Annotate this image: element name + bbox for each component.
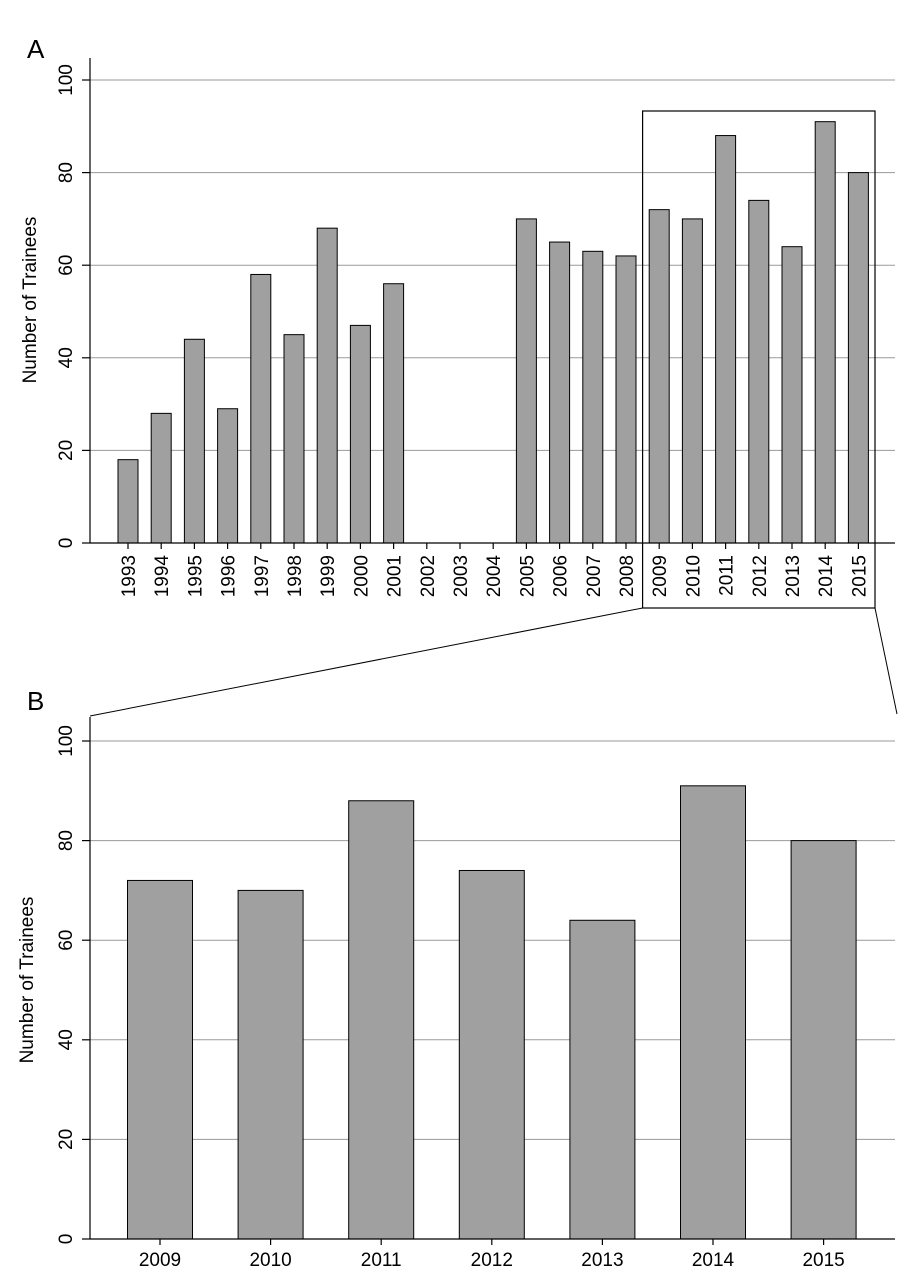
panel-a-bar xyxy=(183,338,205,544)
panel-b-y-tick-label: 100 xyxy=(56,725,77,757)
panel-a-bar xyxy=(150,412,172,544)
panel-a-bar xyxy=(349,324,371,544)
panel-a-x-tick-label: 2001 xyxy=(385,555,406,597)
panel-b-x-tick-label: 2010 xyxy=(249,1250,291,1271)
panel-b-bars xyxy=(127,785,857,1240)
panel-a-x-tick-label: 2007 xyxy=(584,555,605,597)
panel-a-x-tick-label: 2002 xyxy=(418,555,439,597)
panel-b-x-tick-labels: 2009 2010 2011 2012 2013 2014 2015 xyxy=(139,1250,845,1271)
panel-a-bar xyxy=(283,334,305,544)
panel-a-bar xyxy=(117,459,139,544)
panel-a-bar xyxy=(250,273,272,544)
panel-b-y-tick-label: 0 xyxy=(56,1234,77,1245)
panel-a-bar xyxy=(648,209,670,544)
panel-a-y-tick-label: 40 xyxy=(56,347,77,368)
panel-a-x-tick-label: 2015 xyxy=(849,555,870,597)
panel-a-x-tick-label: 1993 xyxy=(119,555,140,597)
panel-a-bar xyxy=(383,283,405,544)
zoom-connector-lines xyxy=(89,607,898,717)
panel-b-bar xyxy=(348,800,415,1240)
panel-b-bar xyxy=(569,919,636,1240)
panel-a-x-tick-label: 2006 xyxy=(551,555,572,597)
panel-a-x-tick-label: 1997 xyxy=(252,555,273,597)
panel-a-x-tick-labels: 1993 1994 1995 1996 1997 1998 1999 2000 2001 2002… xyxy=(119,555,870,598)
panel-a-x-tick-label: 1994 xyxy=(152,555,173,598)
panel-a-bar xyxy=(781,246,803,544)
panel-b-x-tick-label: 2015 xyxy=(802,1250,844,1271)
panel-b-bar xyxy=(790,840,857,1240)
panel-a-x-tick-label: 2003 xyxy=(451,555,472,597)
panel-a-x-tick-label: 2013 xyxy=(783,555,804,597)
panel-a-x-tick-label: 1999 xyxy=(318,555,339,597)
panel-letter-b: B xyxy=(27,686,44,716)
panel-a-y-axis-title: Number of Trainees xyxy=(20,217,41,384)
panel-b-y-tick-label: 80 xyxy=(56,830,77,851)
panel-a-bar xyxy=(316,227,338,544)
panel-b-x-tick-label: 2009 xyxy=(139,1250,181,1271)
panel-a-x-tick-label: 2012 xyxy=(750,555,771,597)
panel-a-x-tick-label: 2014 xyxy=(816,555,837,598)
zoom-connector-right xyxy=(874,607,898,715)
panel-a-x-tick-label: 2000 xyxy=(351,555,372,597)
panel-b-y-tick-label: 20 xyxy=(56,1129,77,1150)
panel-a-bar xyxy=(582,250,604,544)
panel-b-axes xyxy=(82,717,895,1245)
panel-a-x-tick-label: 2004 xyxy=(484,555,505,598)
panel-b-bar xyxy=(237,889,304,1240)
panel-a-highlight-box xyxy=(641,110,876,609)
panel-letter-a: A xyxy=(27,34,45,64)
panel-a-x-tick-label: 2008 xyxy=(617,555,638,597)
panel-a-y-tick-labels: 0 20 40 60 80 100 xyxy=(56,64,77,548)
panel-a-y-tick-label: 80 xyxy=(56,162,77,183)
panel-a-bar xyxy=(847,172,869,544)
panel-a-y-tick-label: 0 xyxy=(56,538,77,549)
panel-a-y-tick-label: 20 xyxy=(56,440,77,461)
panel-a-x-tick-label: 1995 xyxy=(185,555,206,597)
panel-b-x-tick-label: 2013 xyxy=(581,1250,623,1271)
panel-a-x-tick-label: 2010 xyxy=(683,555,704,597)
panel-a-axes xyxy=(82,58,895,549)
panel-b-x-tick-label: 2012 xyxy=(471,1250,513,1271)
panel-a-bar xyxy=(814,121,836,544)
panel-b-y-tick-label: 60 xyxy=(56,930,77,951)
panel-a-bar xyxy=(515,218,537,544)
panel-a-bar xyxy=(681,218,703,544)
panel-b-y-axis-title: Number of Trainees xyxy=(17,897,38,1064)
panel-a-bars xyxy=(117,121,869,544)
panel-b-bar xyxy=(127,879,193,1240)
panel-a-bar xyxy=(217,408,239,544)
panel-a-y-tick-label: 100 xyxy=(56,64,77,96)
panel-a-gridlines xyxy=(90,79,895,451)
panel-b-y-tick-labels: 0 20 40 60 80 100 xyxy=(56,725,77,1244)
zoom-connector-left xyxy=(89,607,643,717)
panel-a-x-tick-label: 2011 xyxy=(717,555,738,596)
panel-b-bar xyxy=(458,869,525,1240)
panel-a-bar xyxy=(549,241,571,544)
panel-a-y-tick-label: 60 xyxy=(56,255,77,276)
panel-a-bar xyxy=(748,199,770,544)
panel-b-x-tick-label: 2014 xyxy=(692,1250,735,1271)
panel-a-x-tick-label: 2005 xyxy=(517,555,538,597)
panel-b-y-tick-label: 40 xyxy=(56,1029,77,1050)
panel-a-x-tick-label: 2009 xyxy=(650,555,671,597)
panel-a-bar xyxy=(715,135,737,544)
panel-a-x-tick-label: 1998 xyxy=(285,555,306,597)
panel-a-bar xyxy=(615,255,637,544)
panel-a-x-tick-label: 1996 xyxy=(219,555,240,597)
panel-b-x-tick-label: 2011 xyxy=(361,1250,402,1271)
panel-b-bar xyxy=(680,785,746,1240)
